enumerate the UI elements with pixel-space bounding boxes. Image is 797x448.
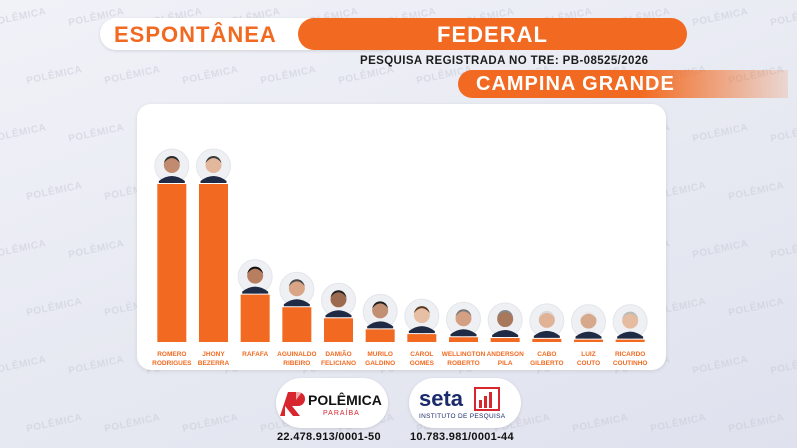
category-label: ROBERTO: [447, 360, 479, 367]
category-label: COUTO: [577, 360, 600, 367]
watermark-text: POLÊMICA: [0, 122, 48, 145]
watermark-text: POLÊMICA: [727, 180, 786, 203]
watermark-text: POLÊMICA: [691, 354, 750, 377]
candidate-photo: [446, 301, 481, 337]
candidate-photo: [571, 304, 606, 340]
watermark-text: POLÊMICA: [769, 238, 797, 261]
bar: [615, 339, 645, 342]
watermark-text: POLÊMICA: [691, 122, 750, 145]
watermark-text: POLÊMICA: [67, 122, 126, 145]
candidate-photo: [362, 293, 398, 329]
watermark-text: POLÊMICA: [67, 238, 126, 261]
category-label: FELICIANO: [321, 360, 356, 367]
category-label: GOMES: [410, 360, 435, 367]
watermark-text: POLÊMICA: [25, 412, 84, 435]
bar: [240, 294, 270, 342]
bar-chart: ROMERO RODRIGUES JHONY BEZERRA RAFAFA AGUINAL…: [152, 148, 648, 367]
survey-type-label: ESPONTÂNEA: [114, 22, 277, 47]
polemica-logo-sub: PARAÍBA: [323, 408, 360, 417]
watermark-text: POLÊMICA: [769, 354, 797, 377]
office-pill: FEDERAL: [298, 18, 687, 50]
bar: [199, 184, 228, 342]
bar: [157, 184, 187, 342]
candidate-photo: [154, 148, 190, 184]
category-label: MURILO: [367, 351, 393, 358]
watermark-text: POLÊMICA: [337, 64, 396, 87]
watermark-text: POLÊMICA: [691, 6, 750, 29]
watermark-text: POLÊMICA: [0, 354, 48, 377]
bar: [324, 318, 353, 342]
candidate-photo: [404, 298, 440, 334]
category-label: WELLINGTON: [442, 351, 486, 358]
candidate-photo: [237, 259, 273, 295]
category-label: ROMERO: [157, 351, 186, 358]
watermark-text: POLÊMICA: [0, 6, 48, 29]
watermark-text: POLÊMICA: [103, 64, 162, 87]
seta-logo-sub: INSTITUTO DE PESQUISA: [419, 413, 506, 420]
bar: [490, 338, 520, 342]
category-label: LUIZ: [581, 351, 595, 358]
category-label: RICARDO: [615, 351, 645, 358]
bar: [407, 334, 437, 342]
watermark-text: POLÊMICA: [769, 122, 797, 145]
watermark-text: POLÊMICA: [571, 412, 630, 435]
cnpj-seta: 10.783.981/0001-44: [410, 431, 514, 443]
watermark-text: POLÊMICA: [67, 354, 126, 377]
office-label: FEDERAL: [437, 22, 548, 47]
city-banner: CAMPINA GRANDE: [458, 70, 788, 98]
category-label: ANDERSON: [487, 351, 525, 358]
chart-panel: ROMERO RODRIGUES JHONY BEZERRA RAFAFA AGUINAL…: [137, 104, 666, 370]
bar: [449, 337, 478, 342]
category-label: CAROL: [410, 351, 433, 358]
bar: [365, 329, 395, 342]
bar: [574, 339, 603, 342]
watermark-text: POLÊMICA: [727, 412, 786, 435]
candidate-photo: [321, 282, 356, 318]
candidate-photo: [279, 271, 315, 307]
category-label: GILBERTO: [530, 360, 563, 367]
category-label: JHONY: [202, 351, 225, 358]
watermark-text: POLÊMICA: [769, 6, 797, 29]
registration-text: PESQUISA REGISTRADA NO TRE: PB-08525/202…: [360, 55, 649, 67]
candidate-photo: [612, 304, 648, 340]
category-label: BEZERRA: [198, 360, 230, 367]
watermark-text: POLÊMICA: [25, 296, 84, 319]
cnpj-polemica: 22.478.913/0001-50: [277, 431, 381, 443]
category-label: CABO: [537, 351, 556, 358]
category-label: GALDINO: [365, 360, 395, 367]
watermark-text: POLÊMICA: [25, 180, 84, 203]
category-label: COUTINHO: [613, 360, 648, 367]
category-label: PILA: [498, 360, 513, 367]
watermark-text: POLÊMICA: [181, 64, 240, 87]
polemica-logo-name: POLÊMICA: [308, 391, 382, 408]
bar: [532, 338, 562, 342]
watermark-text: POLÊMICA: [691, 238, 750, 261]
category-label: RAFAFA: [242, 351, 268, 358]
bar: [282, 307, 312, 342]
candidate-photo: [487, 302, 523, 338]
category-label: RIBEIRO: [283, 360, 310, 367]
watermark-text: POLÊMICA: [259, 64, 318, 87]
watermark-text: POLÊMICA: [649, 412, 708, 435]
category-label: DAMIÃO: [325, 349, 351, 358]
watermark-text: POLÊMICA: [25, 64, 84, 87]
polemica-logo: POLÊMICA PARAÍBA: [276, 378, 388, 428]
seta-logo-name: seta: [419, 386, 464, 411]
candidate-photo: [196, 148, 231, 184]
watermark-text: POLÊMICA: [0, 238, 48, 261]
watermark-text: POLÊMICA: [103, 412, 162, 435]
watermark-text: POLÊMICA: [181, 412, 240, 435]
polemica-logo-mark: POLÊMICA PARAÍBA: [280, 391, 382, 417]
category-label: RODRIGUES: [152, 360, 192, 367]
watermark-text: POLÊMICA: [727, 296, 786, 319]
seta-logo: seta INSTITUTO DE PESQUISA: [409, 378, 521, 428]
city-label: CAMPINA GRANDE: [476, 73, 675, 95]
seta-logo-mark: seta INSTITUTO DE PESQUISA: [419, 386, 506, 420]
category-label: AGUINALDO: [277, 351, 316, 358]
candidate-photo: [529, 303, 565, 339]
